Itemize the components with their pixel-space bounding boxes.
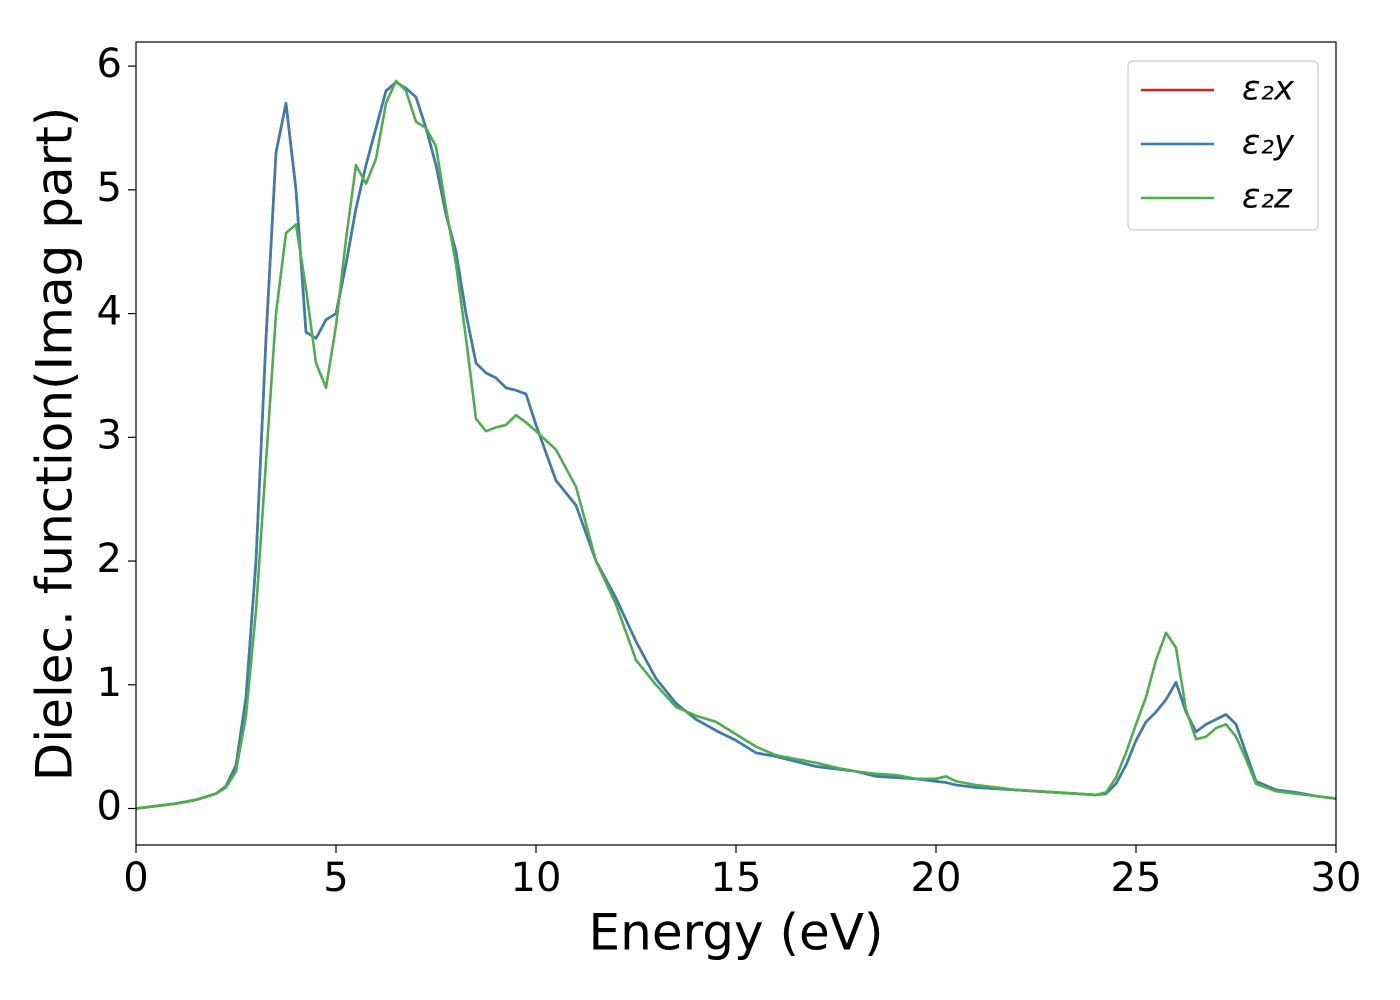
y-axis-label: Dielec. function(Imag part): [26, 107, 84, 782]
data-line: [136, 80, 1336, 810]
x-tick-label: 0: [123, 855, 148, 901]
y-tick-label: 2: [97, 536, 122, 582]
legend-label: ε₂y: [1242, 123, 1295, 163]
x-tick-label: 25: [1111, 855, 1162, 901]
y-tick-label: 4: [97, 289, 122, 335]
data-line: [136, 79, 1336, 810]
x-axis-label: Energy (eV): [589, 904, 884, 962]
y-tick-label: 3: [97, 412, 122, 458]
legend-label: ε₂x: [1242, 69, 1295, 109]
y-tick-label: 6: [97, 41, 122, 87]
legend-label: ε₂z: [1242, 177, 1293, 217]
plot-frame: [135, 41, 1337, 846]
y-tick-label: 5: [97, 165, 122, 211]
y-tick-label: 0: [97, 784, 122, 830]
y-tick-label: 1: [97, 660, 122, 706]
x-tick-label: 30: [1311, 855, 1362, 901]
x-tick-label: 10: [511, 855, 562, 901]
x-tick-label: 5: [323, 855, 348, 901]
legend-box: [1127, 60, 1319, 231]
x-tick-label: 20: [911, 855, 962, 901]
legend: ε₂x ε₂y ε₂z: [1127, 60, 1319, 231]
x-tick-label: 15: [711, 855, 762, 901]
